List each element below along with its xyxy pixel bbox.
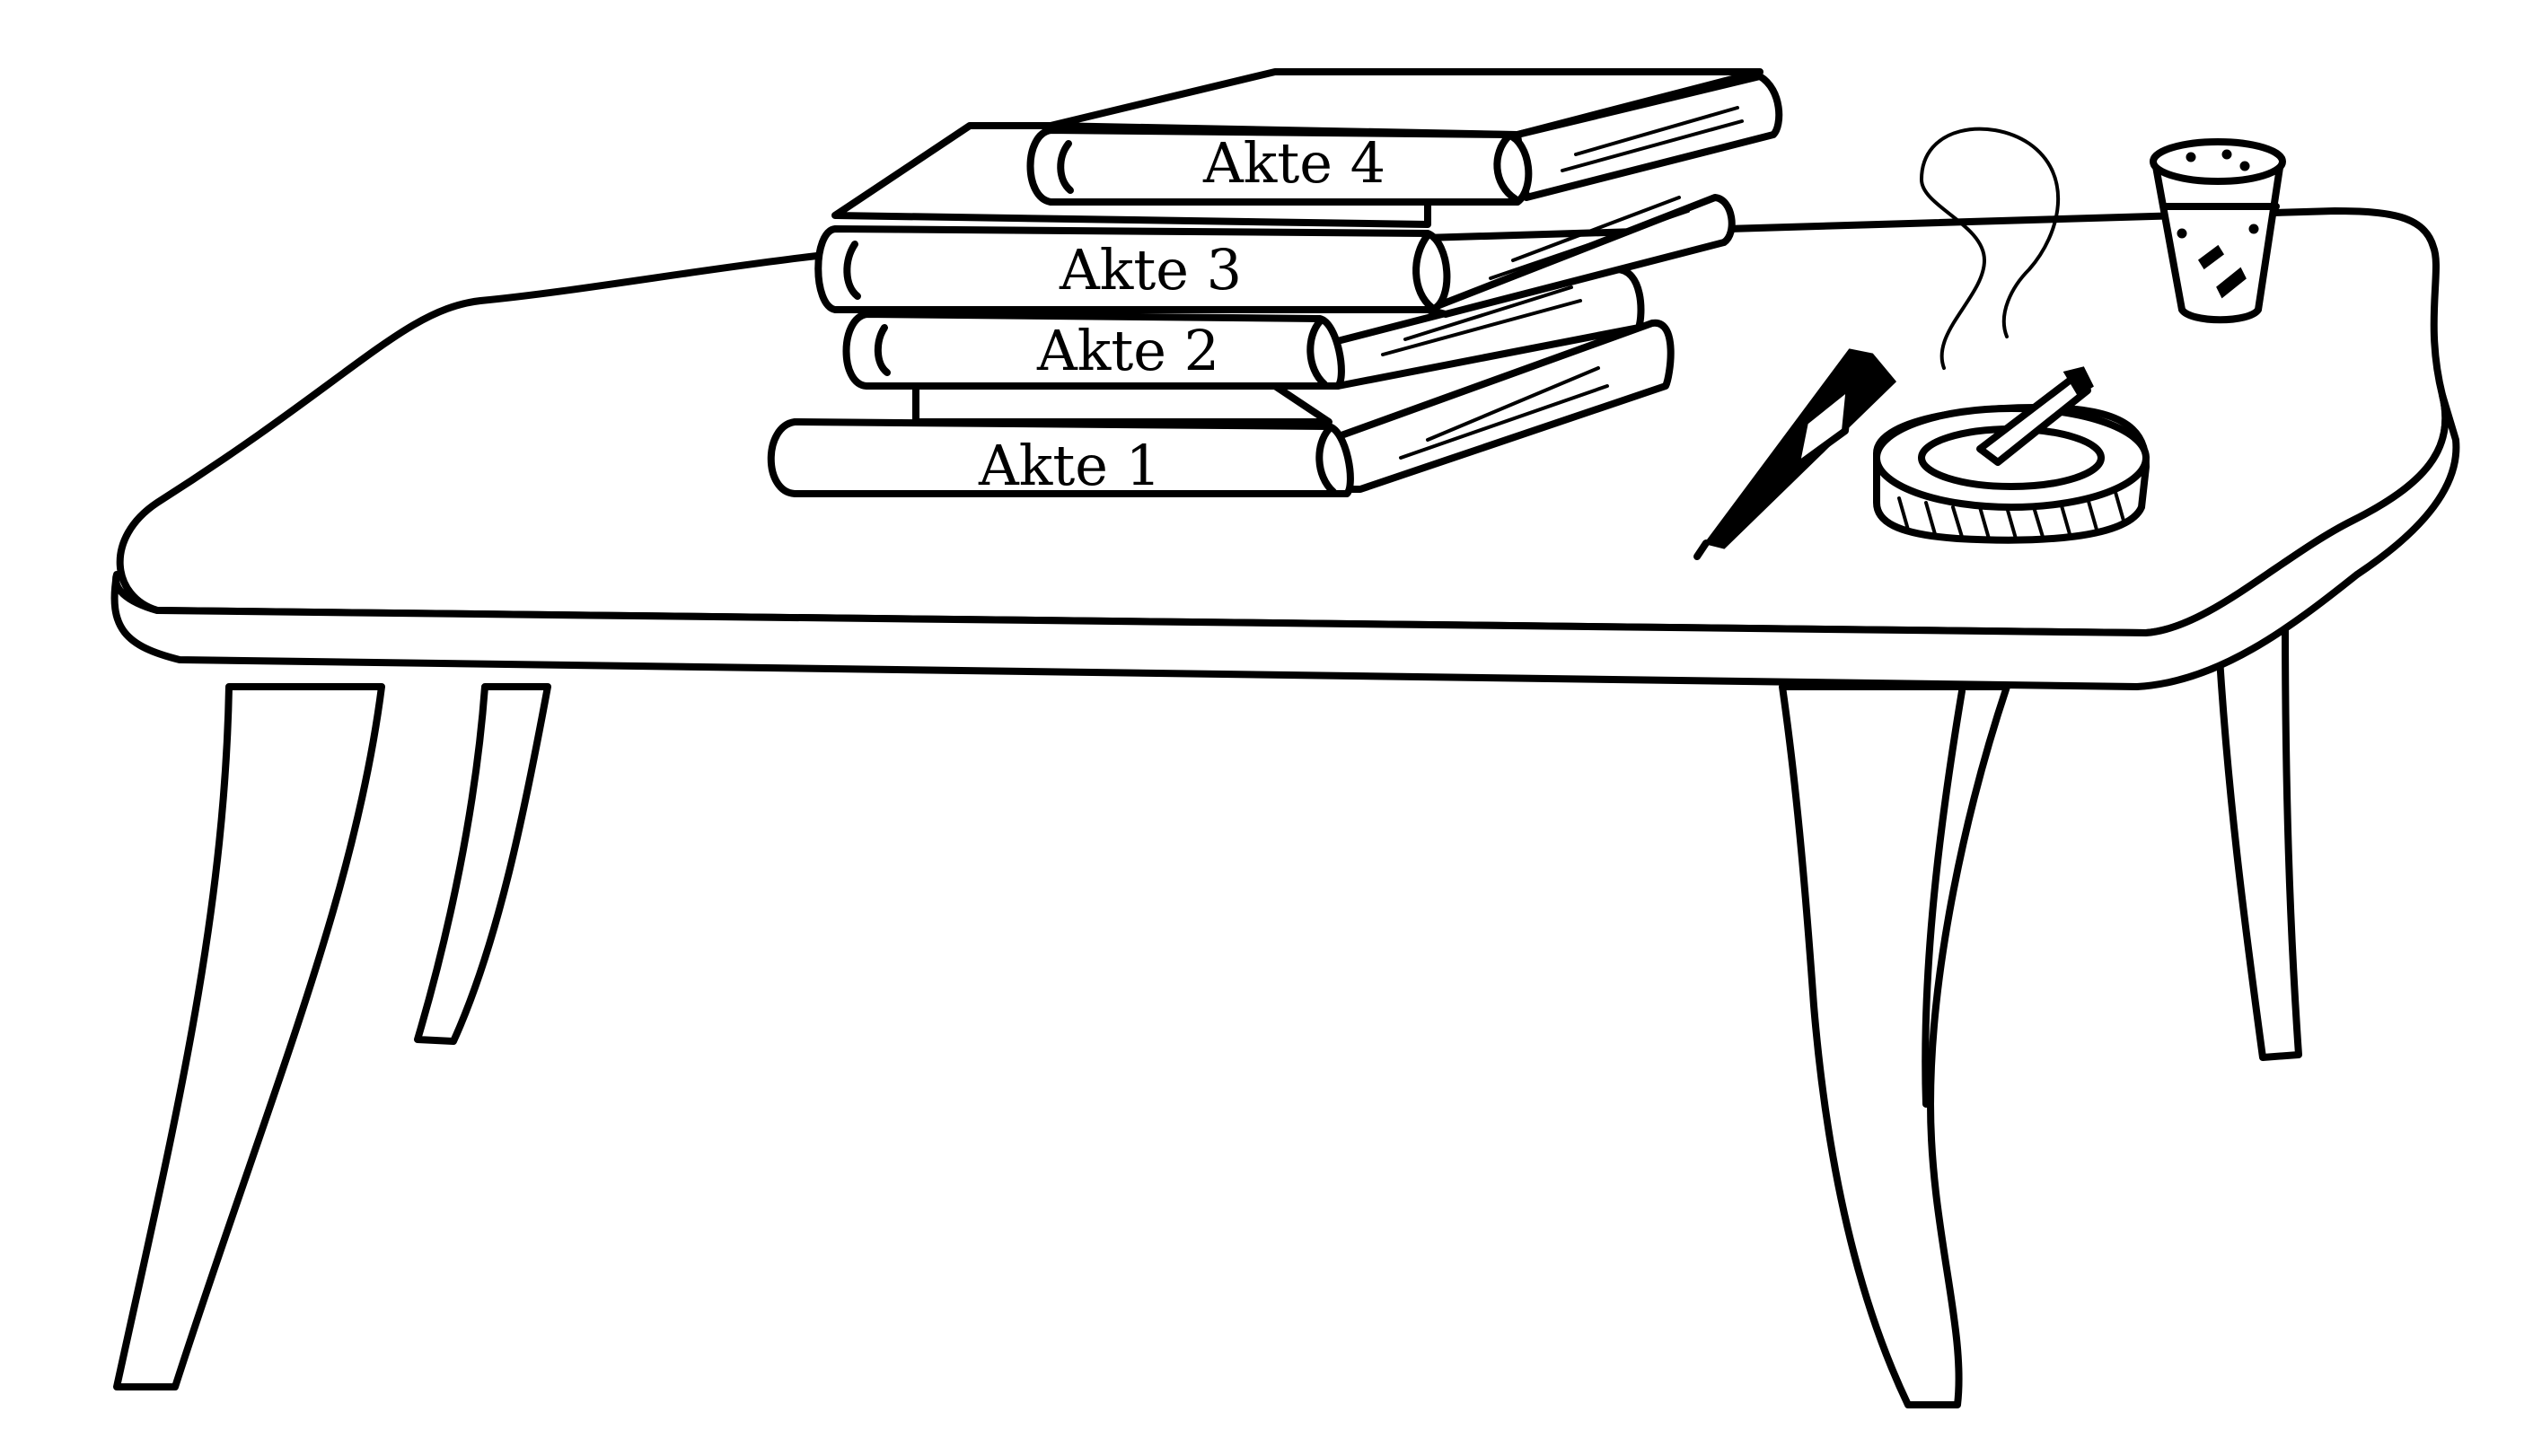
table-leg-back-left — [414, 683, 551, 1045]
table-leg-front-left — [113, 683, 385, 1390]
table-edge — [110, 391, 2460, 690]
binder-label-akte-2: Akte 2 — [1036, 318, 1219, 383]
binder-label-akte-4: Akte 4 — [1202, 130, 1385, 196]
binder-akte-2: Akte 2 — [842, 266, 1645, 425]
binder-label-akte-3: Akte 3 — [1059, 237, 1242, 303]
table-leg-front-right — [1779, 683, 2010, 1408]
binder-akte-1: Akte 1 — [767, 319, 1675, 498]
fountain-pen — [1693, 348, 1897, 560]
binder-akte-4: Akte 4 — [1026, 68, 1783, 206]
smoke — [1919, 127, 2061, 370]
table-leg-front-right-inner — [1922, 688, 1966, 1108]
binder-stack: Akte 1 Akte 2 Akte 3 — [767, 68, 1783, 498]
glass — [2150, 138, 2286, 324]
ashtray-hatching — [1897, 487, 2125, 540]
binder-label-akte-1: Akte 1 — [978, 433, 1161, 498]
ashtray — [1873, 127, 2150, 544]
table-leg-back-right — [2214, 616, 2302, 1061]
